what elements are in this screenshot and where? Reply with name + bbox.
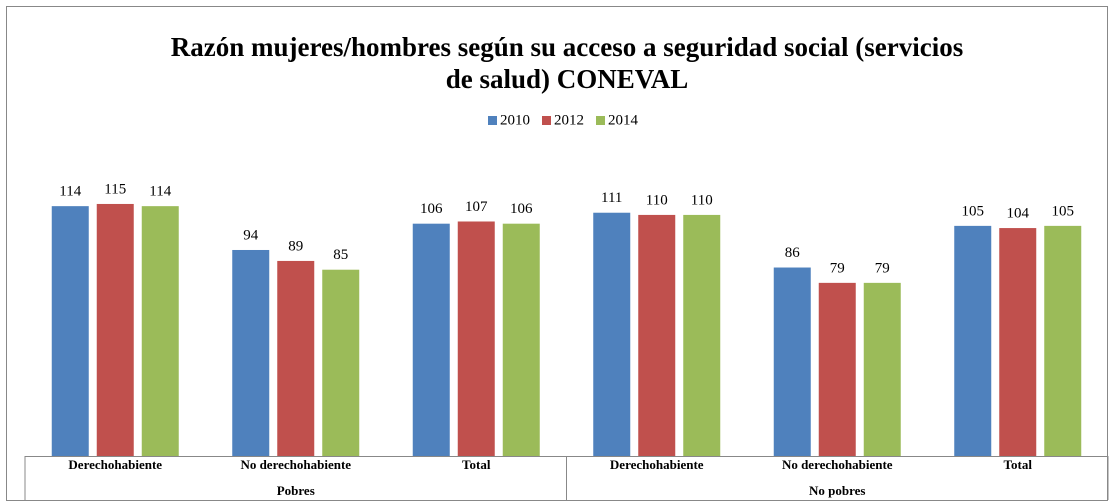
bar	[954, 225, 992, 456]
group-label: No pobres	[809, 483, 865, 498]
data-label: 86	[785, 245, 801, 261]
legend-swatch	[596, 116, 605, 125]
data-label: 110	[691, 192, 713, 208]
bar	[141, 206, 179, 456]
chart-title: Razón mujeres/hombres según su acceso a …	[171, 32, 963, 62]
chart-border	[6, 6, 1108, 501]
bar	[457, 221, 495, 456]
data-label: 114	[149, 184, 171, 200]
bar	[51, 206, 89, 456]
bar	[277, 260, 315, 456]
bar	[412, 223, 450, 456]
bar	[683, 214, 721, 456]
bar	[322, 269, 360, 456]
x-tick-label: Derechohabiente	[610, 457, 704, 472]
bar	[863, 282, 901, 456]
x-tick-label: No derechohabiente	[240, 457, 351, 472]
data-label: 89	[288, 238, 303, 254]
bar	[818, 282, 856, 456]
legend-label: 2012	[554, 112, 584, 128]
data-label: 79	[830, 260, 845, 276]
bar	[999, 228, 1037, 456]
bar	[96, 203, 134, 456]
bar	[1044, 225, 1082, 456]
data-label: 115	[104, 181, 126, 197]
data-label: 110	[646, 192, 668, 208]
data-label: 105	[962, 203, 985, 219]
legend-label: 2014	[608, 112, 639, 128]
legend-swatch	[542, 116, 551, 125]
x-tick-label: No derechohabiente	[782, 457, 893, 472]
bar	[502, 223, 540, 456]
bar	[638, 214, 676, 456]
x-tick-label: Total	[462, 457, 491, 472]
legend-swatch	[488, 116, 497, 125]
data-label: 85	[333, 247, 348, 263]
data-label: 79	[875, 260, 890, 276]
data-label: 105	[1052, 203, 1075, 219]
chart-title: de salud) CONEVAL	[446, 64, 689, 94]
data-label: 114	[59, 184, 81, 200]
x-tick-label: Derechohabiente	[68, 457, 162, 472]
data-label: 106	[510, 201, 533, 217]
legend-label: 2010	[500, 112, 530, 128]
data-label: 111	[601, 190, 622, 206]
x-tick-label: Total	[1004, 457, 1033, 472]
bar	[593, 212, 631, 456]
data-label: 94	[243, 227, 259, 243]
group-label: Pobres	[277, 483, 315, 498]
data-label: 106	[420, 201, 443, 217]
bar	[773, 267, 811, 456]
data-label: 104	[1007, 206, 1030, 222]
bar	[232, 249, 270, 456]
data-label: 107	[465, 199, 488, 215]
